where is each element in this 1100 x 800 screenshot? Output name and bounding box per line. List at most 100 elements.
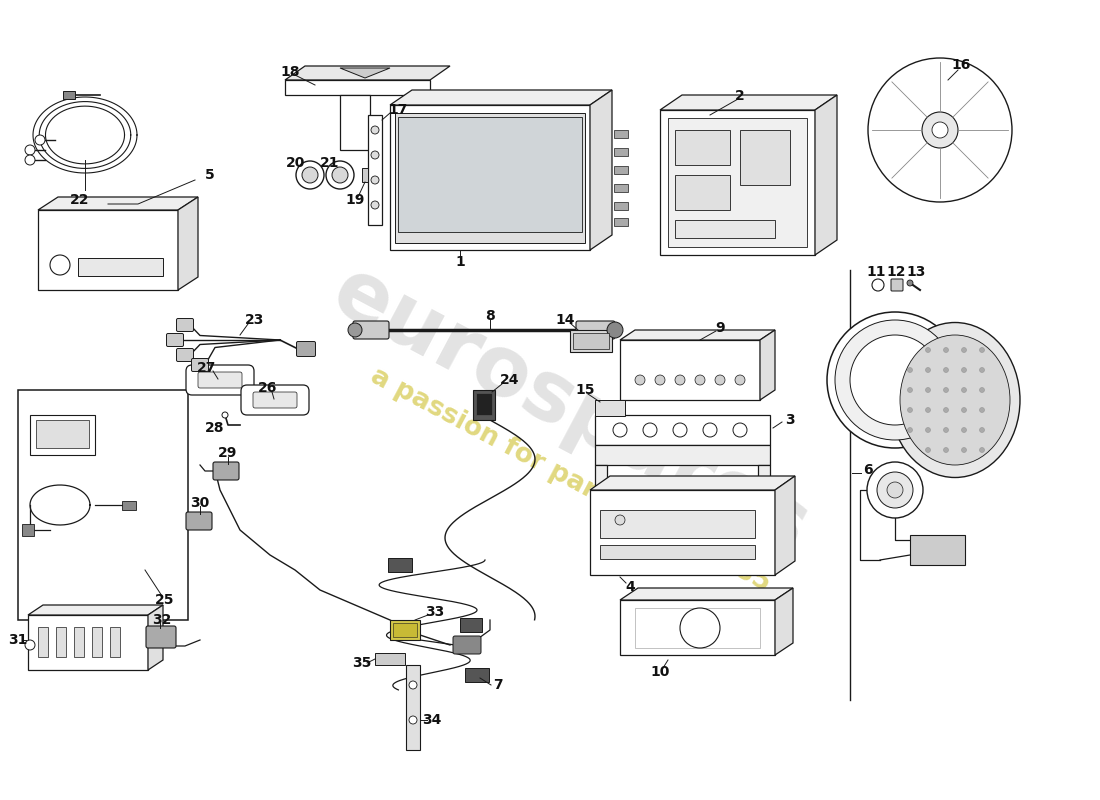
Bar xyxy=(614,184,628,192)
FancyBboxPatch shape xyxy=(176,318,194,331)
Bar xyxy=(614,202,628,210)
Circle shape xyxy=(925,447,931,453)
Bar xyxy=(635,608,760,648)
Circle shape xyxy=(944,447,948,453)
Text: 22: 22 xyxy=(70,193,90,207)
Text: 11: 11 xyxy=(867,265,886,279)
Bar xyxy=(368,115,382,225)
Polygon shape xyxy=(590,476,795,490)
Text: 3: 3 xyxy=(785,413,795,427)
Circle shape xyxy=(35,135,45,145)
Bar xyxy=(614,148,628,156)
Text: 8: 8 xyxy=(485,309,495,323)
Circle shape xyxy=(867,462,923,518)
FancyBboxPatch shape xyxy=(186,512,212,530)
Circle shape xyxy=(50,255,70,275)
Circle shape xyxy=(925,387,931,393)
Circle shape xyxy=(348,323,362,337)
Circle shape xyxy=(944,387,948,393)
Circle shape xyxy=(680,608,720,648)
Polygon shape xyxy=(178,197,198,290)
Text: 30: 30 xyxy=(190,496,210,510)
Text: 32: 32 xyxy=(152,613,172,627)
FancyBboxPatch shape xyxy=(241,385,309,415)
Circle shape xyxy=(944,407,948,413)
Circle shape xyxy=(872,279,884,291)
Circle shape xyxy=(850,335,940,425)
Bar xyxy=(460,618,482,632)
Bar xyxy=(614,166,628,174)
Circle shape xyxy=(371,126,380,134)
Circle shape xyxy=(644,423,657,437)
Text: 25: 25 xyxy=(155,593,175,607)
Bar xyxy=(595,415,770,445)
Bar xyxy=(340,95,370,150)
Circle shape xyxy=(944,347,948,353)
Bar xyxy=(78,258,163,276)
Circle shape xyxy=(635,375,645,385)
Circle shape xyxy=(979,347,984,353)
Circle shape xyxy=(296,161,324,189)
Bar xyxy=(573,333,609,349)
FancyBboxPatch shape xyxy=(198,372,242,388)
Text: 2: 2 xyxy=(735,89,745,103)
Bar xyxy=(675,220,776,238)
Polygon shape xyxy=(39,197,198,210)
Circle shape xyxy=(908,367,913,373)
Bar xyxy=(390,105,590,250)
Bar xyxy=(36,420,89,448)
Bar xyxy=(660,110,815,255)
Circle shape xyxy=(944,367,948,373)
Circle shape xyxy=(961,367,967,373)
Circle shape xyxy=(835,320,955,440)
Text: 1: 1 xyxy=(455,255,465,269)
Circle shape xyxy=(877,472,913,508)
Ellipse shape xyxy=(890,322,1020,478)
Circle shape xyxy=(979,427,984,433)
Circle shape xyxy=(961,347,967,353)
Circle shape xyxy=(908,387,913,393)
Bar xyxy=(595,465,607,495)
Circle shape xyxy=(925,427,931,433)
Circle shape xyxy=(675,375,685,385)
Circle shape xyxy=(371,176,380,184)
Circle shape xyxy=(25,640,35,650)
Circle shape xyxy=(735,375,745,385)
Bar xyxy=(620,340,760,400)
Text: 24: 24 xyxy=(500,373,519,387)
Bar xyxy=(39,627,48,657)
FancyBboxPatch shape xyxy=(186,365,254,395)
Text: 13: 13 xyxy=(906,265,926,279)
Polygon shape xyxy=(776,476,795,575)
Bar xyxy=(614,130,628,138)
Polygon shape xyxy=(660,95,837,110)
FancyBboxPatch shape xyxy=(576,321,615,339)
Circle shape xyxy=(733,423,747,437)
Circle shape xyxy=(222,412,228,418)
Bar xyxy=(595,445,770,465)
Circle shape xyxy=(673,423,688,437)
Circle shape xyxy=(302,167,318,183)
Bar xyxy=(668,118,807,247)
Bar xyxy=(620,600,776,655)
Text: eurospares: eurospares xyxy=(318,250,822,570)
Ellipse shape xyxy=(900,335,1010,465)
Text: 19: 19 xyxy=(345,193,365,207)
Text: 20: 20 xyxy=(286,156,306,170)
Text: 16: 16 xyxy=(952,58,970,72)
Bar xyxy=(600,545,755,559)
Bar xyxy=(473,390,495,420)
Text: a passion for parts since 1985: a passion for parts since 1985 xyxy=(365,363,774,597)
Polygon shape xyxy=(590,90,612,250)
Text: 17: 17 xyxy=(388,103,408,117)
Bar xyxy=(122,501,136,510)
Bar xyxy=(675,130,730,165)
Bar xyxy=(390,620,420,640)
Circle shape xyxy=(979,387,984,393)
Circle shape xyxy=(371,201,380,209)
Circle shape xyxy=(703,423,717,437)
Bar xyxy=(395,113,585,243)
Bar xyxy=(910,535,965,565)
Text: 6: 6 xyxy=(864,463,872,477)
Circle shape xyxy=(908,407,913,413)
